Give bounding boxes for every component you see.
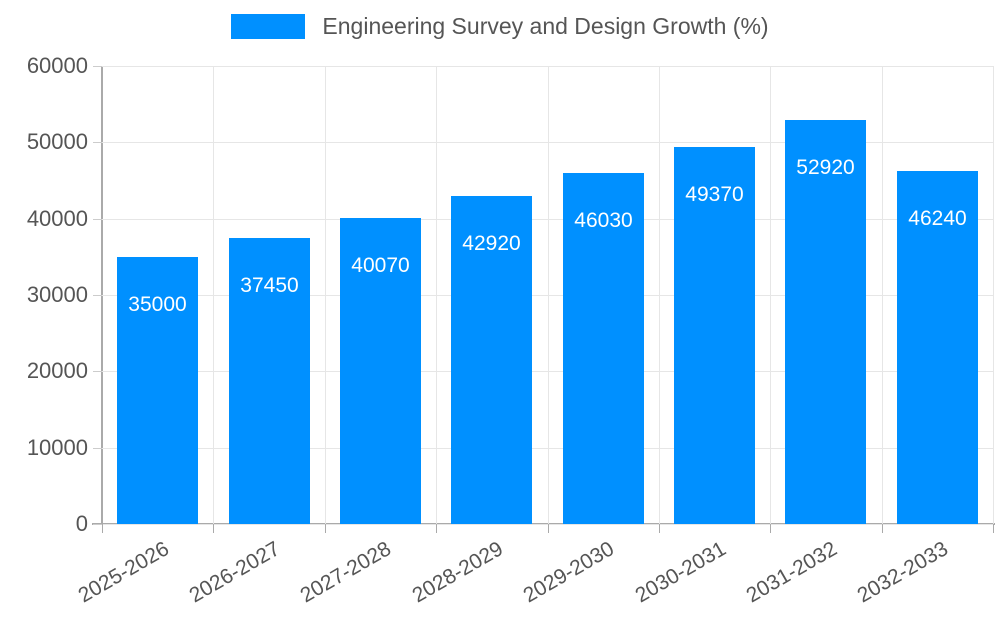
y-axis-tick-label: 30000 <box>26 282 88 307</box>
bar[interactable]: 35000 <box>117 256 198 524</box>
gridline-horizontal <box>102 218 993 220</box>
x-axis-tick-mark <box>770 524 771 533</box>
y-axis-tick-mark <box>93 142 102 144</box>
gridline-vertical <box>548 66 549 524</box>
y-axis-tick-mark <box>93 371 102 373</box>
y-axis-tick-label: 20000 <box>26 358 88 384</box>
gridline-vertical <box>882 66 883 524</box>
bar-value-label: 49370 <box>685 183 744 207</box>
y-axis-tick-label: 60000 <box>26 53 88 78</box>
x-axis-tick-mark <box>993 524 994 533</box>
x-axis-tick-label: 2031-2032 <box>742 537 841 608</box>
x-axis-tick-mark <box>436 524 437 533</box>
x-axis-tick-label: 2028-2029 <box>408 537 507 608</box>
x-axis-tick-label: 2029-2030 <box>519 537 619 608</box>
y-axis-tick-label: 10000 <box>26 434 88 460</box>
bar-chart: Engineering Survey and Design Growth (%)… <box>0 14 1000 607</box>
gridline-horizontal <box>102 295 993 296</box>
legend-item-engineering-survey[interactable]: Engineering Survey and Design Growth (%) <box>231 13 769 39</box>
bar-value-label: 46030 <box>574 208 633 232</box>
x-axis-tick-mark <box>213 524 214 533</box>
bar-value-label: 37450 <box>240 274 299 298</box>
gridline-vertical <box>436 66 437 524</box>
y-axis-tick-mark <box>93 66 102 67</box>
y-axis-tick-label: 50000 <box>26 129 88 155</box>
x-axis-tick-label: 2026-2027 <box>185 537 285 608</box>
bar[interactable]: 52920 <box>785 120 866 524</box>
y-axis-tick-mark <box>93 524 102 525</box>
y-axis-tick-mark <box>93 218 102 220</box>
bar-value-label: 35000 <box>128 292 187 316</box>
gridline-vertical <box>325 66 326 524</box>
bar-value-label: 40070 <box>351 254 410 278</box>
gridline-horizontal <box>102 524 993 525</box>
bar[interactable]: 40070 <box>340 218 421 524</box>
bar-value-label: 52920 <box>796 156 855 180</box>
x-axis-tick-label: 2025-2026 <box>74 537 173 608</box>
gridline-vertical <box>993 66 994 524</box>
x-axis-tick-mark <box>102 524 103 533</box>
y-axis-tick-label: 0 <box>75 511 88 536</box>
y-axis-tick-mark <box>93 447 102 449</box>
bar[interactable]: 46240 <box>897 171 978 524</box>
plot-area: 35000 37450 40070 42920 46030 49370 52920 46240 <box>92 66 995 533</box>
gridline-vertical <box>213 66 214 524</box>
x-axis-tick-mark <box>882 524 883 533</box>
bar[interactable]: 37450 <box>229 238 310 524</box>
bar-value-label: 46240 <box>908 207 967 231</box>
chart-legend: Engineering Survey and Design Growth (%) <box>0 14 1000 39</box>
gridline-horizontal <box>102 142 993 144</box>
bar[interactable]: 46030 <box>563 172 644 524</box>
y-axis-tick-label: 40000 <box>26 205 88 231</box>
gridline-vertical <box>659 66 660 524</box>
legend-color-swatch-icon <box>231 14 306 39</box>
x-axis-tick-label: 2032-2033 <box>853 537 953 608</box>
bar-value-label: 42920 <box>462 232 521 256</box>
x-axis-tick-mark <box>548 524 549 533</box>
y-axis-tick-mark <box>93 295 102 296</box>
legend-label: Engineering Survey and Design Growth (%) <box>322 13 769 39</box>
gridline-horizontal <box>102 66 993 67</box>
bar[interactable]: 49370 <box>674 147 755 524</box>
gridline-horizontal <box>102 447 993 449</box>
x-axis-tick-label: 2030-2031 <box>631 537 730 608</box>
x-axis-tick-mark <box>659 524 660 533</box>
gridline-vertical <box>770 66 771 524</box>
bar[interactable]: 42920 <box>451 196 532 524</box>
x-axis-tick-label: 2027-2028 <box>296 537 396 608</box>
gridline-horizontal <box>102 371 993 373</box>
x-axis-tick-mark <box>325 524 326 533</box>
